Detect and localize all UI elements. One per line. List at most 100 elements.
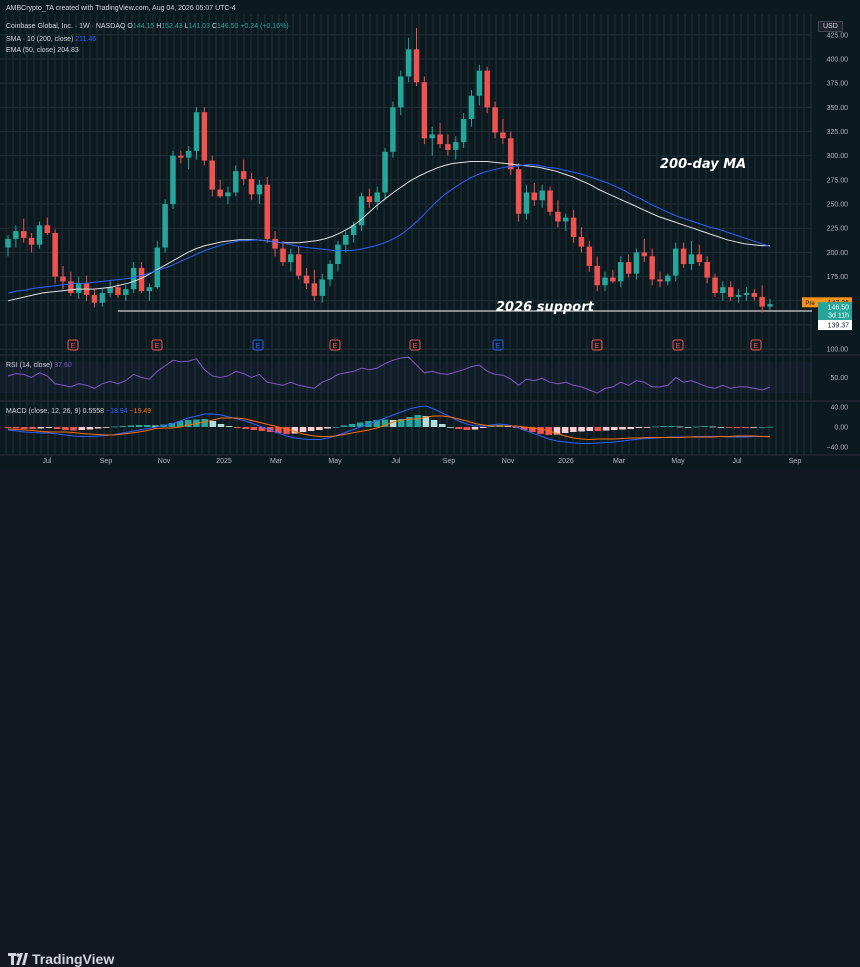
price-chart[interactable]: 425.00 400.00 375.00 350.00 325.00 300.00 275.… xyxy=(0,0,860,470)
candle-body xyxy=(154,247,161,288)
macd-histogram-bar xyxy=(529,427,536,432)
candle-body xyxy=(437,134,443,145)
candle-body xyxy=(453,142,459,150)
ohlc-close: C146.50 xyxy=(211,23,239,30)
x-axis-label: Mar xyxy=(613,458,626,465)
macd-histogram-bar xyxy=(12,427,20,429)
candle-body xyxy=(704,262,710,278)
candle-body xyxy=(256,184,263,195)
tradingview-logo-text: TradingView xyxy=(32,951,115,967)
ema-line xyxy=(7,163,771,294)
earnings-marker xyxy=(151,339,163,351)
x-axis-label: Jul xyxy=(733,458,742,465)
macd-histogram-bar xyxy=(455,427,462,429)
macd-histogram-bar xyxy=(660,426,667,427)
x-axis-label: 2026 xyxy=(558,458,574,465)
macd-histogram-bar xyxy=(111,426,118,428)
price-tick-label: 325.00 xyxy=(827,129,849,136)
price-tick-label: 250.00 xyxy=(827,202,849,209)
earnings-marker xyxy=(409,339,421,351)
macd-histogram-bar xyxy=(389,420,397,427)
price-tick-label: 400.00 xyxy=(827,57,849,64)
pre-tag-label: Pre xyxy=(805,301,815,307)
sma-legend[interactable]: SMA · 10 (200, close) 211.46 xyxy=(6,36,96,43)
macd-histogram-bar xyxy=(709,426,716,428)
macd-histogram-bar xyxy=(152,425,159,427)
macd-histogram-bar xyxy=(275,427,282,433)
macd-histogram-bar xyxy=(316,427,323,430)
candle-body xyxy=(382,151,388,193)
candle-body xyxy=(209,160,215,190)
macd-histogram-bar xyxy=(291,427,299,434)
candle-body xyxy=(500,132,506,139)
x-axis-label: Sep xyxy=(789,458,802,465)
macd-histogram-bar xyxy=(733,427,741,428)
candle-body xyxy=(563,217,569,222)
footer-bar: TradingView xyxy=(0,470,860,967)
sma-line xyxy=(7,161,770,302)
macd-histogram-bar xyxy=(357,422,364,427)
macd-histogram-bar xyxy=(463,427,471,430)
macd-histogram-bar xyxy=(373,420,380,427)
ohlc-change: +0.24 (+0.16%) xyxy=(240,23,289,30)
candle-body xyxy=(225,192,231,197)
macd-legend[interactable]: MACD (close, 12, 26, 9) 0.5558 −18.94 −1… xyxy=(6,408,151,415)
last-price-value: 146.50 xyxy=(828,305,850,312)
candle-body xyxy=(421,82,428,139)
bar-countdown: 3d 11h xyxy=(828,313,849,320)
macd-histogram-bar xyxy=(37,427,45,429)
symbol-legend[interactable]: Coinbase Global, Inc. · 1W · NASDAQ O144… xyxy=(6,23,289,30)
tradingview-logo[interactable]: TradingView xyxy=(8,951,114,967)
price-tick-label: 275.00 xyxy=(827,177,849,184)
macd-histogram-bar xyxy=(86,427,94,430)
candle-body xyxy=(735,294,742,297)
macd-hist-value: 0.5558 xyxy=(82,408,105,415)
macd-histogram-bar xyxy=(570,427,577,432)
macd-histogram-bar xyxy=(578,427,585,432)
ema-label: EMA (50, close) xyxy=(6,47,56,54)
candle-body xyxy=(586,246,593,266)
macd-histogram-bar xyxy=(750,427,757,428)
x-axis-label: 2025 xyxy=(216,458,232,465)
macd-histogram-bar xyxy=(611,427,618,430)
earnings-marker-label: E xyxy=(595,343,600,350)
earnings-marker-label: E xyxy=(256,343,261,350)
candle-body xyxy=(233,171,239,193)
earnings-marker xyxy=(750,339,762,351)
x-axis-label: May xyxy=(328,458,342,465)
macd-histogram-bar xyxy=(537,427,544,434)
creator-line: AMBCrypto_TA created with TradingView.co… xyxy=(6,5,236,12)
earnings-marker-label: E xyxy=(413,343,418,350)
macd-histogram-bar xyxy=(217,424,225,427)
rsi-legend[interactable]: RSI (14, close) 37.60 xyxy=(6,362,72,369)
candle-body xyxy=(44,225,51,234)
macd-label: MACD (close, 12, 26, 9) xyxy=(6,408,81,415)
candle-body xyxy=(578,236,585,247)
macd-histogram-bar xyxy=(176,421,184,427)
candle-body xyxy=(146,287,153,292)
support-annotation: 2026 support xyxy=(496,300,594,315)
candle-body xyxy=(398,76,404,108)
earnings-marker-label: E xyxy=(333,343,338,350)
macd-histogram-bar xyxy=(258,427,266,431)
macd-histogram-bar xyxy=(398,419,405,427)
signal-line xyxy=(7,415,771,441)
earnings-marker xyxy=(67,339,79,351)
candle-body xyxy=(594,265,600,286)
ohlc-low: L141.03 xyxy=(184,23,210,30)
ohlc-high: H152.43 xyxy=(156,23,183,30)
currency-button[interactable]: USD xyxy=(818,21,843,32)
candle-body xyxy=(5,238,11,248)
candle-body xyxy=(201,112,208,161)
macd-tick-label: 0.00 xyxy=(834,425,848,432)
macd-histogram-bar xyxy=(422,416,430,427)
macd-histogram-bar xyxy=(201,419,208,427)
ema-legend[interactable]: EMA (50, close) 204.83 xyxy=(6,47,79,54)
macd-histogram-bar xyxy=(758,427,766,428)
macd-histogram-bar xyxy=(430,420,438,427)
earnings-marker-label: E xyxy=(71,343,76,350)
candle-body xyxy=(672,248,679,276)
chart-frame: 425.00 400.00 375.00 350.00 325.00 300.00 275.… xyxy=(0,0,860,470)
macd-histogram-bar xyxy=(520,427,528,430)
earnings-marker-label: E xyxy=(754,343,759,350)
